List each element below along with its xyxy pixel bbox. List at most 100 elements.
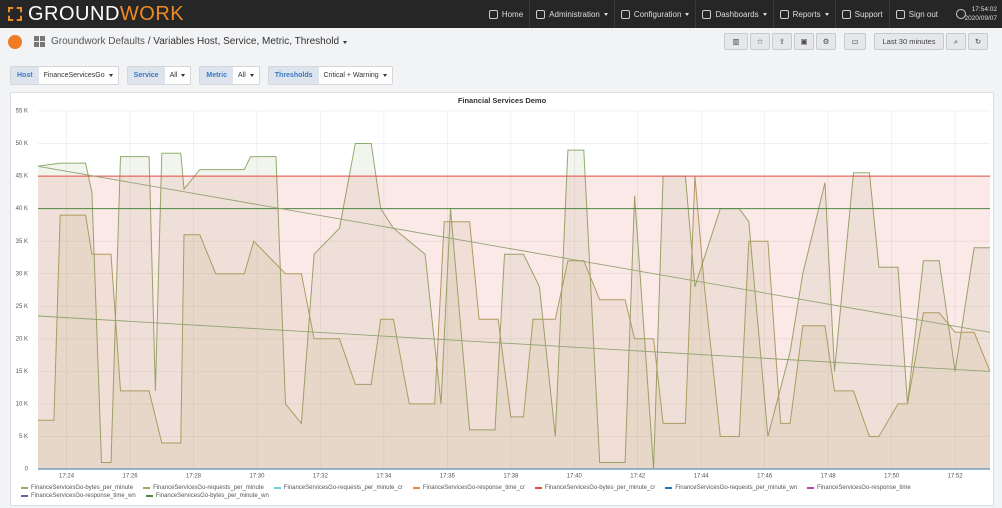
tv-button[interactable]: ▭	[844, 33, 866, 50]
legend-entry[interactable]: FinanceServicesGo-requests_per_minute_wn	[665, 485, 797, 491]
nav-item[interactable]: Home	[483, 0, 529, 28]
variable-value[interactable]: Critical + Warning	[319, 72, 392, 79]
dashboards-icon[interactable]	[34, 36, 45, 47]
variable-label: Thresholds	[268, 67, 319, 84]
y-tick-label: 25 K	[16, 304, 28, 310]
legend-label: FinanceServicesGo-response_time_wn	[31, 493, 136, 499]
legend-entry[interactable]: FinanceServicesGo-requests_per_minute_cr	[273, 485, 403, 491]
top-nav: GROUNDWORK Home Administration Configurati…	[0, 0, 1002, 28]
y-tick-label: 50 K	[16, 141, 28, 147]
caret	[762, 12, 767, 16]
nav-item[interactable]: Dashboards	[695, 0, 772, 28]
y-tick-label: 5 K	[19, 434, 28, 440]
legend-label: FinanceServicesGo-response_time_cr	[422, 485, 525, 491]
x-tick-label: 17:40	[567, 474, 583, 480]
variable: Host FinanceServicesGo	[10, 66, 119, 85]
x-tick-label: 17:24	[59, 474, 75, 480]
series-line	[37, 143, 990, 470]
series-line	[37, 165, 991, 333]
nav-icon	[702, 9, 712, 19]
legend-swatch	[21, 487, 28, 489]
variable-label: Metric	[200, 67, 233, 84]
variable: Service All	[126, 66, 192, 85]
nav-icon	[488, 9, 498, 19]
folder: Groundwork Defaults	[51, 36, 145, 47]
legend: FinanceServicesGo-bytes_per_minute Financ…	[21, 485, 981, 499]
variable: Thresholds Critical + Warning	[267, 66, 393, 85]
nav-item[interactable]: Sign out	[888, 0, 944, 28]
y-tick-label: 0	[25, 467, 29, 473]
area	[38, 176, 990, 469]
nav-label: Home	[501, 9, 524, 19]
nav-label: Dashboards	[715, 9, 759, 19]
variable-value[interactable]: FinanceServicesGo	[39, 72, 118, 79]
x-tick-label: 17:28	[186, 474, 202, 480]
dashboard-title: Variables Host, Service, Metric, Thresho…	[153, 36, 340, 47]
legend-swatch	[807, 487, 815, 489]
legend-swatch	[145, 495, 153, 497]
y-tick-label: 45 K	[16, 174, 28, 180]
legend-entry[interactable]: FinanceServicesGo-bytes_per_minute_cr	[534, 485, 655, 491]
refresh-button[interactable]: ↻	[968, 33, 988, 50]
dashboard-bar: Groundwork Defaults / Variables Host, Se…	[0, 28, 1002, 56]
legend-label: FinanceServicesGo-bytes_per_minute	[31, 485, 134, 491]
share-button[interactable]: ⇪	[772, 33, 792, 50]
legend-label: FinanceServicesGo-response_time	[817, 485, 911, 491]
variable-label: Service	[127, 67, 165, 84]
legend-label: FinanceServicesGo-requests_per_minute_wn	[675, 485, 798, 491]
zoom-button[interactable]: ⌕	[946, 33, 966, 50]
legend-entry[interactable]: FinanceServicesGo-response_time	[807, 485, 911, 491]
breadcrumb[interactable]: Groundwork Defaults / Variables Host, Se…	[51, 36, 348, 47]
clock-icon	[956, 9, 966, 19]
y-tick-label: 20 K	[16, 336, 28, 342]
nav-item[interactable]: Reports	[772, 0, 835, 28]
legend-swatch	[21, 495, 28, 497]
brand-text: WORK	[119, 3, 185, 25]
panel-title: Financial Services Demo	[457, 96, 547, 105]
star-button[interactable]: ☆	[750, 33, 770, 50]
legend-swatch	[143, 487, 151, 489]
variable-value[interactable]: All	[233, 72, 259, 79]
legend-entry[interactable]: FinanceServicesGo-requests_per_minute	[143, 485, 264, 491]
clock: 17:54:02 2020/09/07	[964, 5, 997, 23]
legend-entry[interactable]: FinanceServicesGo-response_time_cr	[412, 485, 525, 491]
x-tick-label: 17:32	[313, 474, 329, 480]
x-tick-label: 17:30	[249, 474, 265, 480]
app-logo[interactable]	[8, 35, 22, 49]
separator: /	[147, 36, 151, 47]
variable: Metric All	[199, 66, 260, 85]
legend-entry[interactable]: FinanceServicesGo-bytes_per_minute	[21, 485, 133, 491]
legend-label: FinanceServicesGo-requests_per_minute_cr	[283, 485, 403, 491]
nav-item[interactable]: Support	[834, 0, 889, 28]
x-tick-label: 17:34	[376, 474, 392, 480]
settings-button[interactable]: ⚙	[816, 33, 836, 50]
caret	[382, 74, 387, 77]
nav-item[interactable]: Configuration	[613, 0, 696, 28]
legend-entry[interactable]: FinanceServicesGo-response_time_wn	[21, 493, 136, 499]
y-tick-label: 30 K	[16, 271, 28, 277]
area	[38, 143, 990, 469]
time: 17:54:02	[971, 6, 997, 13]
legend-entry[interactable]: FinanceServicesGo-bytes_per_minute_wn	[145, 493, 269, 499]
nav-item[interactable]: Administration	[529, 0, 614, 28]
nav-items: Home Administration Configuration Dashboard…	[483, 0, 944, 28]
brand[interactable]: GROUNDWORK	[8, 3, 184, 26]
x-tick-label: 17:52	[948, 474, 964, 480]
save-button[interactable]: ▣	[794, 33, 814, 50]
nav-label: Sign out	[908, 9, 938, 19]
x-tick-label: 17:38	[503, 474, 519, 480]
variable-text: All	[237, 72, 246, 79]
time-picker[interactable]: Last 30 minutes	[874, 33, 944, 50]
y-tick-label: 35 K	[16, 239, 28, 245]
series-line	[38, 176, 991, 444]
legend-swatch	[273, 487, 281, 489]
y-tick-label: 15 K	[16, 369, 28, 375]
area	[38, 176, 990, 469]
caret	[181, 74, 186, 77]
add-panel-button[interactable]: ▥	[724, 33, 748, 50]
y-tick-label: 10 K	[16, 401, 28, 407]
variable-value[interactable]: All	[165, 72, 191, 79]
variable-label: Host	[11, 67, 39, 84]
